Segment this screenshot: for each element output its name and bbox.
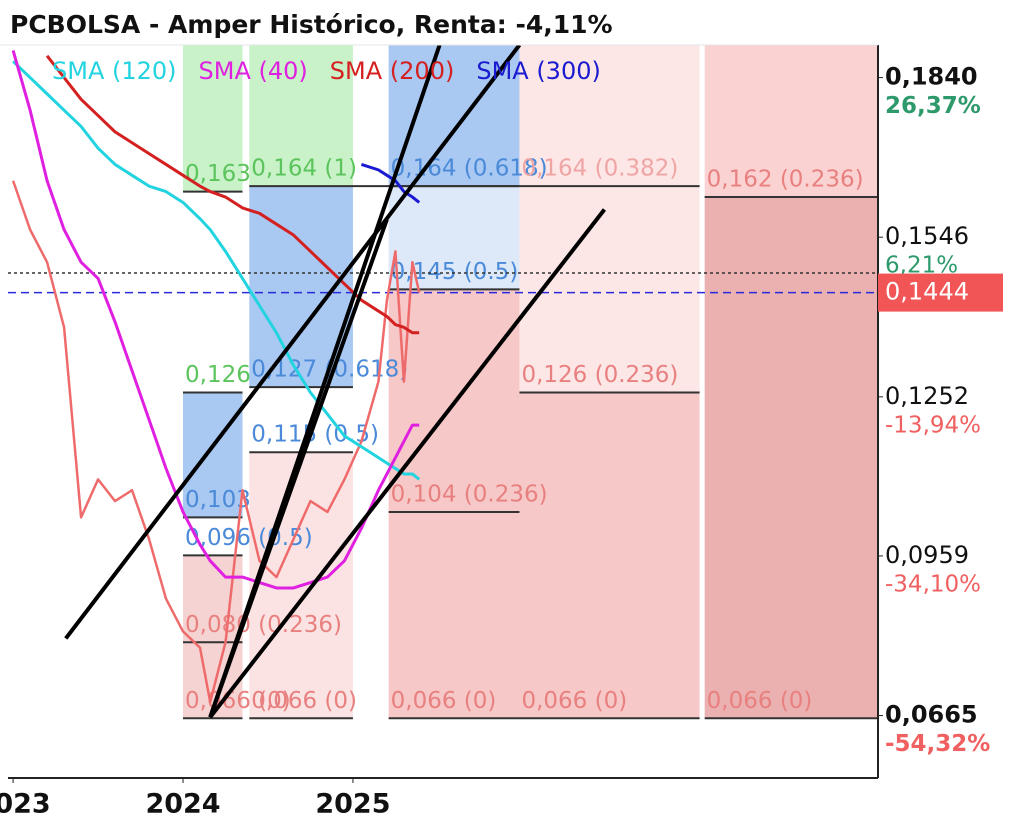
fib-label: 0,066 (0) <box>521 688 627 714</box>
sma-line <box>11 50 420 590</box>
fib-levels: 0,163 0,164 (1) 0,164 (0.618)0,164 (0.382)… <box>183 156 878 720</box>
fib-label: 0,126 <box>185 362 251 388</box>
fib-zone <box>388 289 520 719</box>
last-price-tag <box>878 273 1003 312</box>
trendline <box>64 45 522 640</box>
fib-label: 0,164 (0.382) <box>521 156 678 182</box>
lines <box>8 45 878 719</box>
fib-label: 0,126 (0.236) <box>521 362 678 388</box>
fib-zone <box>519 392 700 719</box>
y-tick-change: -54,32% <box>885 731 990 757</box>
fib-label: 0,080 (0.236) <box>185 612 342 638</box>
fib-zone <box>388 186 520 290</box>
fib-label: 0,066 (0) <box>707 688 813 714</box>
fib-zone <box>249 45 353 187</box>
y-tick-label: 0,0959 <box>885 541 969 569</box>
sma-line <box>12 60 421 481</box>
fib-zone <box>388 45 520 187</box>
x-tick-label: 2023 <box>0 789 51 820</box>
sma-line <box>360 163 421 204</box>
x-tick-label: 2024 <box>145 789 220 820</box>
fib-zone <box>704 45 878 198</box>
legend: SMA (120) SMA (40) SMA (200) SMA (300) <box>52 57 601 85</box>
legend-entry: SMA (120) <box>52 57 177 85</box>
fib-label: 0,162 (0.236) <box>707 167 864 193</box>
fib-zone <box>183 392 243 518</box>
legend-entry: SMA (40) <box>199 57 308 85</box>
fib-zone <box>704 197 878 719</box>
fib-label: 0,164 (1) <box>251 156 357 182</box>
y-tick-label: 0,1840 <box>885 63 978 91</box>
y-tick-change: -34,10% <box>885 571 981 597</box>
fib-label: 0,066 (0) <box>391 688 497 714</box>
sma-line <box>45 54 420 335</box>
trendline <box>208 208 607 719</box>
fib-zone <box>183 45 243 192</box>
legend-entry: SMA (200) <box>330 57 455 85</box>
legend-entry: SMA (300) <box>476 57 601 85</box>
fib-label: 0,104 (0.236) <box>391 481 548 507</box>
fib-zone <box>519 45 700 393</box>
axes <box>8 45 879 779</box>
y-tick-label: 0,0665 <box>885 701 978 729</box>
last-price-label: 0,1444 <box>885 278 969 306</box>
title-band <box>0 0 878 45</box>
price-line <box>11 180 421 704</box>
y-tick-change: 26,37% <box>885 93 981 119</box>
fib-label: 0,145 (0.5) <box>391 259 519 285</box>
y-tick-change: -13,94% <box>885 412 981 438</box>
y-tick-label: 0,1252 <box>885 382 969 410</box>
x-tick-label: 2025 <box>315 789 390 820</box>
y-tick-label: 0,1546 <box>885 222 969 250</box>
zones <box>183 45 878 719</box>
fib-label: 0,066 (0) <box>185 688 291 714</box>
labels: 0,184026,37%0,15466,21%0,1252-13,94%0,09… <box>0 63 1003 820</box>
fib-label: 0,066 (0) <box>251 688 357 714</box>
chart-title: PCBOLSA - Amper Histórico, Renta: -4,11% <box>10 10 613 39</box>
trendline <box>208 218 389 718</box>
